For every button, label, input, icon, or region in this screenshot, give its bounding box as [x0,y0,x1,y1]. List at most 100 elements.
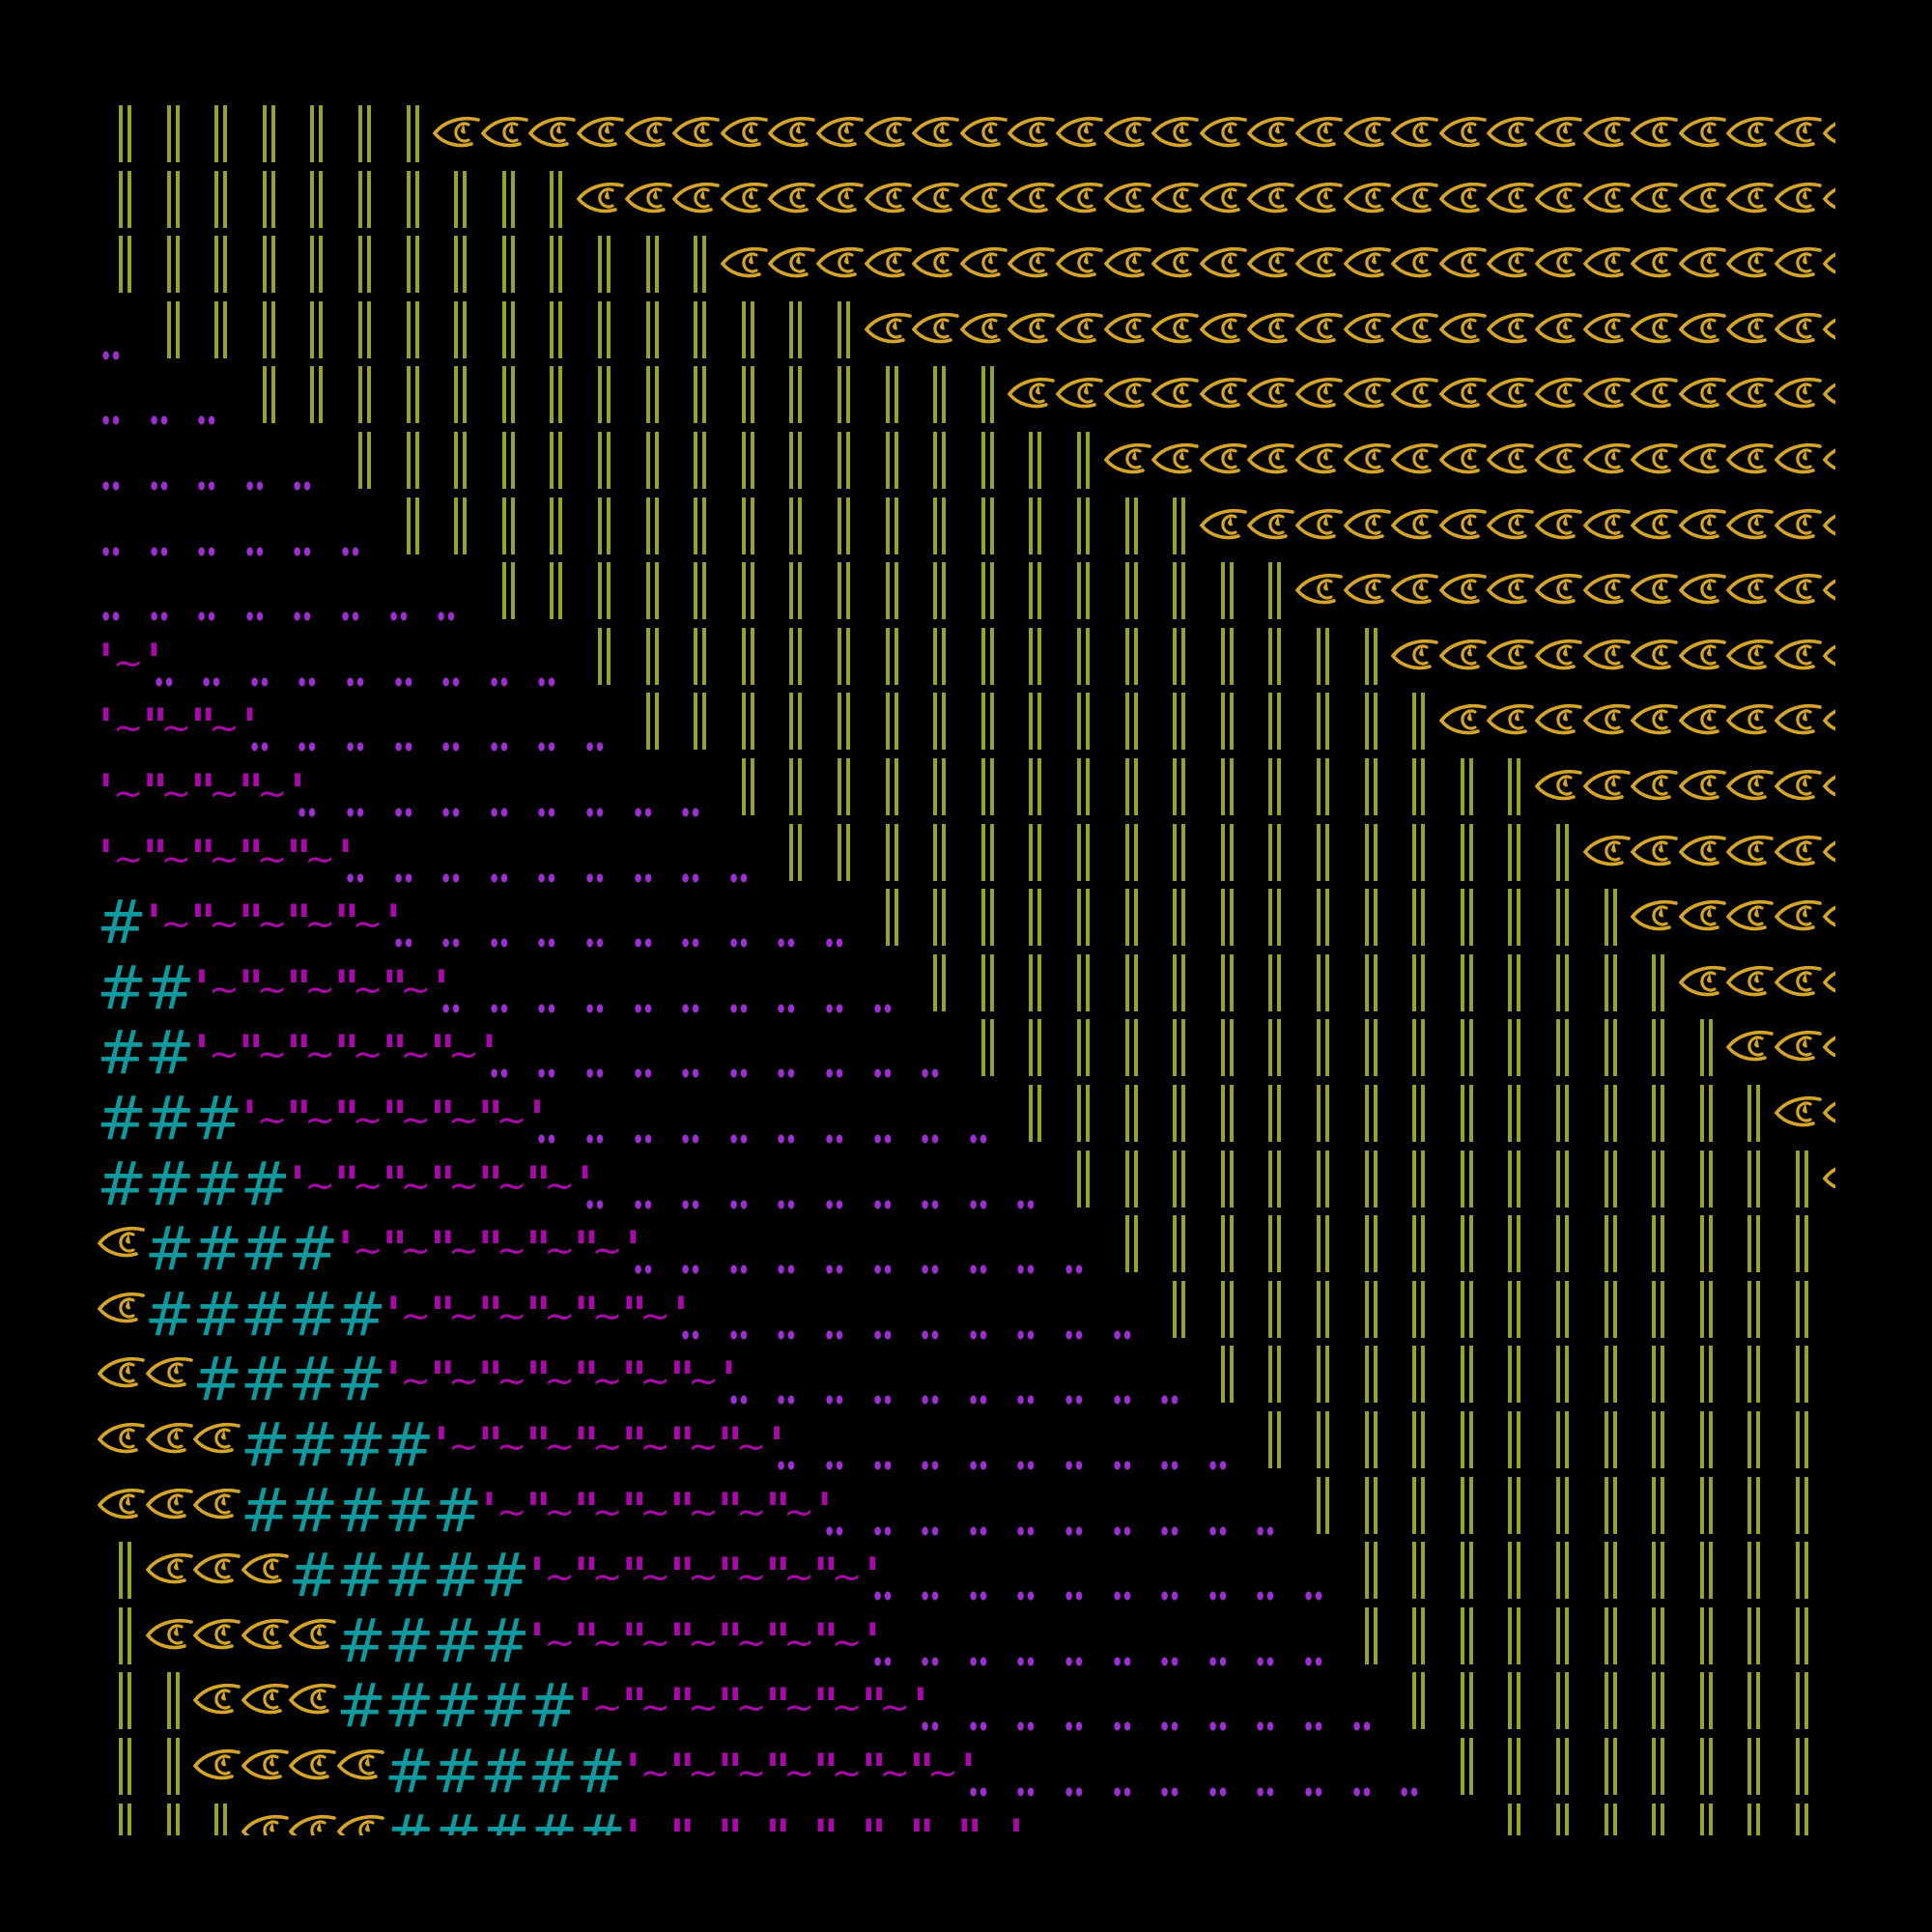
double-bar-glyph: ‖ [741,300,754,358]
double-quote-glyph: " [669,1482,696,1539]
double-bar-glyph: ‖ [838,497,850,554]
glyph-row: '~"~"~"~"~'‥‥‥‥‥‥‥‥‥‖‖‖‖‖‖‖‖‖‖‖‖‖‖‖‖‖ [97,815,1835,886]
double-bar-glyph: ‖ [645,300,659,358]
double-bar-glyph: ‖ [933,758,947,815]
double-bar-glyph: ‖ [1029,1085,1042,1142]
eye-icon [1582,375,1631,412]
hash-glyph: # [97,952,147,1023]
double-bar-glyph: ‖ [550,236,563,294]
glyph-row: ‥ ‥ ‥ ‖ ‖ ‖ ‖ ‖ ‖ ‖ ‖ ‖ ‖ ‖ ‖ ‖ ‖ ‖ ‖ [97,357,1835,426]
eye-icon [1343,440,1391,477]
eye-icon [1199,244,1247,281]
double-quote-glyph: " [813,1548,839,1605]
double-quote-glyph: " [334,959,360,1016]
double-bar-glyph: ‖ [1268,1215,1282,1273]
two-dot-glyph: ‥ [1304,1656,1322,1666]
eye-icon [1582,571,1631,608]
two-dot-glyph: ‥ [198,546,216,556]
double-bar-glyph: ‖ [1364,1150,1378,1208]
hash-glyph: # [240,1409,291,1480]
two-dot-glyph: ‥ [729,1395,748,1406]
double-quote-glyph: " [621,1286,647,1343]
apostrophe-glyph: ' [194,1025,210,1082]
two-dot-glyph: ‥ [585,1134,604,1144]
apostrophe-glyph: ' [721,1351,737,1408]
double-bar-glyph: ‖ [1412,1542,1426,1600]
double-quote-glyph: " [238,959,264,1016]
double-quote-glyph: " [477,1221,503,1278]
double-bar-glyph: ‖ [1268,1411,1282,1468]
double-bar-glyph: ‖ [1412,1672,1426,1730]
eye-icon [1486,375,1534,412]
hash-glyph: # [240,1213,291,1285]
eye-icon [1199,180,1247,216]
eye-icon [1774,375,1822,412]
two-dot-glyph: ‥ [778,1134,796,1144]
eye-icon [1438,571,1487,608]
two-dot-glyph: ‥ [778,1329,796,1340]
hash-glyph: # [576,1806,626,1835]
double-quote-glyph: " [382,1025,408,1082]
eye-icon [1725,440,1774,477]
double-bar-glyph: ‖ [838,562,850,620]
hash-glyph: # [479,1736,530,1806]
apostrophe-glyph: ' [338,829,354,886]
double-bar-glyph: ‖ [694,562,707,620]
double-bar-glyph: ‖ [1364,1280,1378,1338]
eye-icon [1534,506,1582,543]
double-bar-glyph: ‖ [1124,889,1138,947]
double-bar-glyph: ‖ [598,432,611,489]
two-dot-glyph: ‥ [969,1787,987,1797]
double-bar-glyph: ‖ [454,170,468,228]
glyph-row: #####'~"~"~"~"~"~'‥‥‥‥‥‥‥‥‥‥‖‖‖‖‖‖‖‖‖‖‖‖… [97,1272,1835,1344]
two-dot-glyph: ‥ [634,872,652,883]
tilde-glyph: ~ [783,1686,815,1729]
double-bar-glyph: ‖ [1412,1280,1426,1338]
two-dot-glyph: ‥ [922,1591,940,1602]
eye-icon [1630,310,1678,347]
eye-icon [1007,244,1055,281]
two-dot-glyph: ‥ [1017,1525,1036,1536]
apostrophe-glyph: ' [626,1813,640,1835]
double-bar-glyph: ‖ [1796,1150,1808,1208]
two-dot-glyph: ‥ [634,808,652,817]
double-bar-glyph: ‖ [1173,562,1186,620]
double-quote-glyph: " [909,1744,935,1800]
double-bar-glyph: ‖ [501,236,515,294]
eye-icon [1678,180,1726,216]
two-dot-glyph: ‥ [1065,1656,1083,1666]
double-bar-glyph: ‖ [789,432,803,489]
tilde-glyph: ~ [400,1359,432,1403]
double-bar-glyph: ‖ [933,627,947,685]
double-bar-glyph: ‖ [741,693,754,751]
tilde-glyph: ~ [544,1490,576,1533]
double-bar-glyph: ‖ [1364,953,1378,1011]
hash-glyph: # [432,1670,483,1742]
double-bar-glyph: ‖ [980,497,994,554]
eye-icon [959,244,1008,281]
eye-icon [97,1420,145,1457]
double-bar-glyph: ‖ [1604,1738,1617,1795]
two-dot-glyph: ‥ [203,676,221,687]
two-dot-glyph: ‥ [198,611,216,622]
eye-icon [1294,244,1343,281]
tilde-glyph: ~ [448,1033,479,1076]
tilde-glyph: ~ [544,1620,576,1663]
double-bar-glyph: ‖ [1556,953,1569,1011]
eye-icon [1534,767,1582,804]
two-dot-glyph: ‥ [969,1329,987,1340]
glyph-row: ‥ ‥ ‥ ‥ ‥ ‥ ‥ ‥ ‖ ‖ ‖ ‖ ‖ ‖ ‖ ‖ ‖ ‖ ‖ ‖ ‖ ‖ ‖ ‖ ‖ [97,554,1835,622]
double-bar-glyph: ‖ [1077,562,1090,620]
eye-icon [1199,440,1247,477]
double-bar-glyph: ‖ [789,300,803,358]
eye-icon [97,1486,145,1522]
double-bar-glyph: ‖ [1508,1346,1521,1404]
double-quote-glyph: " [430,1091,456,1147]
two-dot-glyph: ‥ [102,415,120,426]
double-bar-glyph: ‖ [885,889,898,947]
double-bar-glyph: ‖ [1460,1738,1473,1795]
double-quote-glyph: " [477,1286,503,1343]
double-bar-glyph: ‖ [166,105,180,162]
two-dot-glyph: ‥ [969,1395,987,1406]
two-dot-glyph: ‥ [538,938,556,949]
